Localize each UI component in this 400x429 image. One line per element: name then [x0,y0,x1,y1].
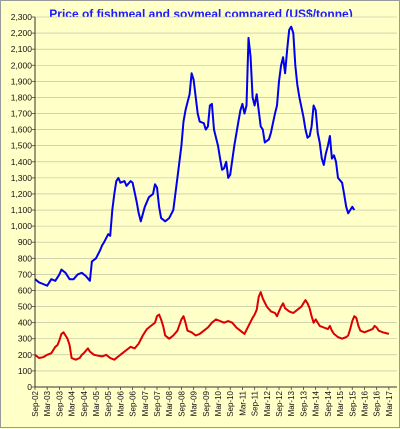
y-tick-label: 2,300 [11,12,33,22]
y-tick-label: 1,900 [11,76,33,86]
x-tick-label: Mar-12 [263,390,272,416]
y-tick-label: 2,000 [11,60,33,70]
x-tick-label: Sep-02 [31,390,40,416]
x-tick-label: Sep-07 [153,390,162,416]
x-tick-label: Mar-16 [360,390,369,416]
x-tick-label: Sep-03 [55,390,64,416]
x-tick-label: Mar-10 [214,390,223,416]
y-tick-label: 200 [18,350,32,360]
x-tick-label: Sep-10 [226,390,235,416]
plot-background [35,17,397,387]
y-tick-label: 1,600 [11,125,33,135]
series-line-2 [34,291,390,361]
y-tick-label: 0 [27,382,32,392]
x-tick-label: Mar-14 [312,390,321,416]
y-tick-label: 1,100 [11,205,33,215]
y-tick-label: 800 [18,253,32,263]
x-tick-label: Mar-17 [385,390,394,416]
x-tick-label: Mar-07 [141,390,150,416]
y-tick-label: 100 [18,366,32,376]
y-tick-label: 500 [18,302,32,312]
x-tick-label: Sep-06 [129,390,138,416]
series-line-1 [34,25,356,287]
x-tick-label: Sep-16 [373,390,382,416]
x-tick-label: Mar-03 [43,390,52,416]
x-tick-label: Sep-04 [80,390,89,416]
x-tick-label: Sep-08 [177,390,186,416]
y-tick-label: 600 [18,285,32,295]
x-tick-label: Mar-06 [116,390,125,416]
y-tick-label: 1,000 [11,221,33,231]
x-tick-label: Sep-11 [251,390,260,416]
y-tick-label: 1,200 [11,189,33,199]
x-tick-label: Mar-04 [68,390,77,416]
x-tick-label: Sep-15 [348,390,357,416]
y-tick-label: 400 [18,318,32,328]
y-tick-label: 2,200 [11,28,33,38]
x-tick-label: Mar-15 [336,390,345,416]
y-tick-label: 2,100 [11,44,33,54]
x-tick-label: Sep-05 [104,390,113,416]
y-tick-label: 1,400 [11,157,33,167]
y-tick-label: 1,300 [11,173,33,183]
y-tick-label: 1,800 [11,92,33,102]
x-tick-label: Sep-14 [324,390,333,416]
x-tick-label: Mar-05 [92,390,101,416]
y-tick-label: 900 [18,237,32,247]
x-tick-label: Sep-13 [299,390,308,416]
x-tick-label: Sep-09 [202,390,211,416]
x-tick-label: Mar-09 [190,390,199,416]
x-tick-label: Sep-12 [275,390,284,416]
y-tick-label: 1,700 [11,109,33,119]
y-tick-label: 300 [18,334,32,344]
y-tick-label: 1,500 [11,141,33,151]
x-tick-label: Mar-11 [238,390,247,415]
x-tick-label: Mar-13 [287,390,296,416]
y-tick-label: 700 [18,269,32,279]
x-tick-label: Mar-08 [165,390,174,416]
